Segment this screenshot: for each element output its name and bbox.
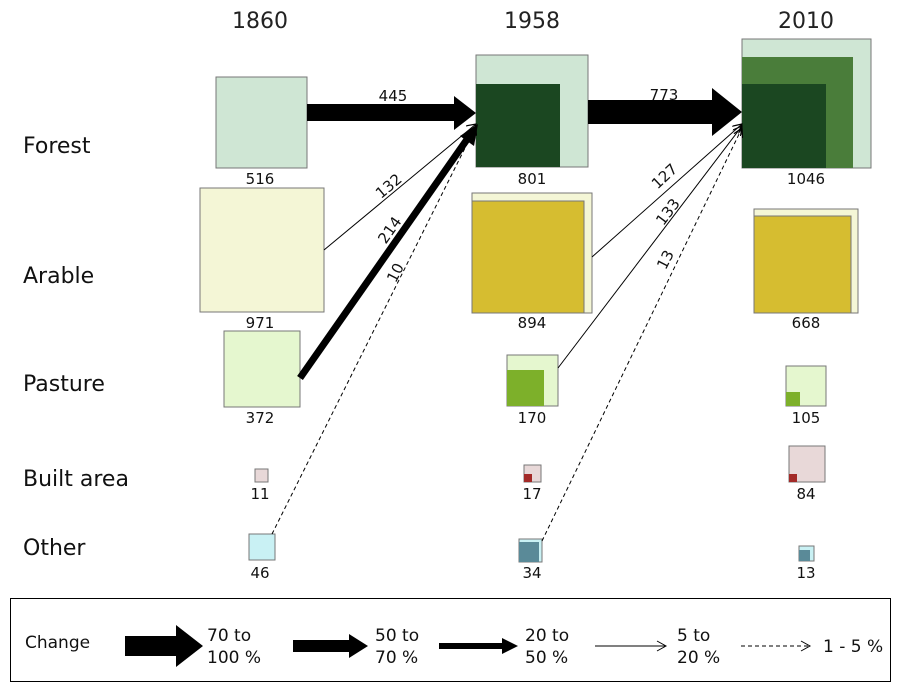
box-forest-1958-retained xyxy=(476,84,560,167)
value-built-1958: 17 xyxy=(522,485,541,503)
box-pasture-1860 xyxy=(223,330,301,408)
land-use-flow-diagram: 1860 1958 2010 Forest Arable Pasture Bui… xyxy=(23,9,872,582)
box-built-1860 xyxy=(254,468,269,483)
legend-label-5-20-line2: 20 % xyxy=(677,648,721,668)
box-other-1958-retained xyxy=(519,542,539,562)
legend-label-50-70-line1: 50 to xyxy=(375,626,420,646)
value-arable-1860: 971 xyxy=(246,314,275,332)
value-arable-2010: 668 xyxy=(792,314,821,332)
category-arable: Arable xyxy=(23,264,94,289)
category-pasture: Pasture xyxy=(23,372,105,397)
flow-label-214: 214 xyxy=(374,213,405,247)
category-other: Other xyxy=(23,536,86,561)
year-1860: 1860 xyxy=(232,9,288,34)
box-arable-1958-retained xyxy=(471,200,585,314)
legend-label-5-20: 5 to 20 % xyxy=(677,625,720,669)
flow-arrow-arable-1860-1958 xyxy=(323,124,476,251)
flow-arrow-forest-1860-1958 xyxy=(307,96,476,130)
box-built-2010-retained xyxy=(789,474,797,482)
legend-arrowhead-1-5 xyxy=(800,640,812,652)
legend-arrow-70-100 xyxy=(125,625,203,667)
legend-label-70-100-line1: 70 to xyxy=(207,626,252,646)
category-forest: Forest xyxy=(23,134,91,159)
year-1958: 1958 xyxy=(504,9,560,34)
flow-label-127: 127 xyxy=(648,160,681,193)
legend-label-20-50-line2: 50 % xyxy=(525,648,569,668)
flow-arrow-other-1958-2010 xyxy=(541,128,742,542)
flow-label-132: 132 xyxy=(372,170,406,202)
box-built-1958-retained xyxy=(524,474,532,482)
value-pasture-2010: 105 xyxy=(792,409,821,427)
value-forest-1958: 801 xyxy=(518,170,547,188)
value-pasture-1958: 170 xyxy=(518,409,547,427)
legend-label-70-100: 70 to 100 % xyxy=(207,625,261,669)
box-other-1860 xyxy=(248,533,276,561)
value-other-2010: 13 xyxy=(796,564,815,582)
legend-label-70-100-line2: 100 % xyxy=(207,648,262,668)
legend-label-1-5: 1 - 5 % xyxy=(823,637,884,657)
value-pasture-1860: 372 xyxy=(246,409,275,427)
legend-arrow-50-70 xyxy=(293,634,368,658)
flow-label-133: 133 xyxy=(652,195,684,229)
value-forest-1860: 516 xyxy=(246,170,275,188)
legend-title: Change xyxy=(25,633,91,653)
legend-label-20-50: 20 to 50 % xyxy=(525,625,569,669)
flow-label-445: 445 xyxy=(379,87,408,105)
year-2010: 2010 xyxy=(778,9,834,34)
value-built-2010: 84 xyxy=(796,485,815,503)
box-forest-2010-retained xyxy=(742,84,826,168)
flow-arrow-other-1860-1958 xyxy=(271,126,476,535)
value-forest-2010: 1046 xyxy=(787,170,825,188)
legend: Change 70 to 100 % 50 to 70 % 20 to 50 %… xyxy=(10,598,891,682)
category-built-area: Built area xyxy=(23,467,129,492)
flow-arrow-pasture-1958-2010 xyxy=(557,126,742,369)
box-forest-1860 xyxy=(215,76,308,169)
legend-label-5-20-line1: 5 to xyxy=(677,626,711,646)
flow-arrow-arable-1958-2010 xyxy=(591,124,742,258)
box-pasture-1958-retained xyxy=(507,370,544,406)
legend-label-50-70: 50 to 70 % xyxy=(375,625,419,669)
value-built-1860: 11 xyxy=(250,485,269,503)
box-other-2010-retained xyxy=(799,550,810,561)
box-arable-2010-retained xyxy=(753,215,852,314)
flow-label-10: 10 xyxy=(383,260,408,285)
value-other-1958: 34 xyxy=(522,564,541,582)
box-arable-1860 xyxy=(199,187,325,313)
value-other-1860: 46 xyxy=(250,564,269,582)
legend-arrow-20-50 xyxy=(439,638,518,654)
flow-label-773: 773 xyxy=(650,86,679,104)
value-arable-1958: 894 xyxy=(518,314,547,332)
legend-label-50-70-line2: 70 % xyxy=(375,648,419,668)
legend-arrowhead-5-20 xyxy=(656,640,668,652)
flow-arrow-forest-1958-2010 xyxy=(588,88,742,136)
legend-label-20-50-line1: 20 to xyxy=(525,626,570,646)
flow-arrow-pasture-1860-1958 xyxy=(297,135,471,381)
legend-arrows xyxy=(125,625,812,667)
box-pasture-2010-retained xyxy=(786,392,800,406)
